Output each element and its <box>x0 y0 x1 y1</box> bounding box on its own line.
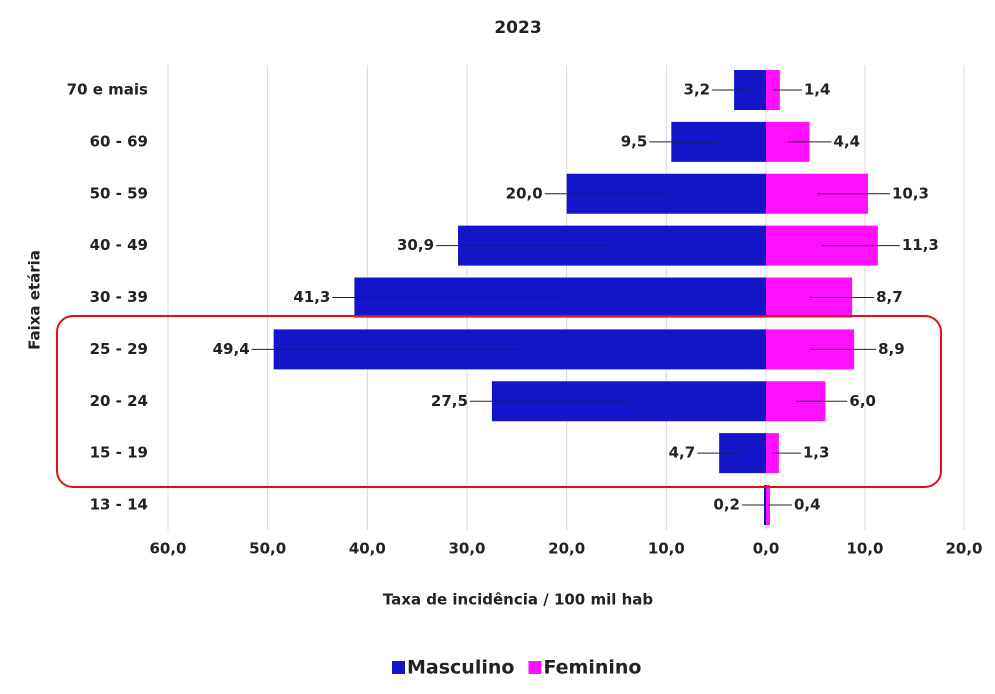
value-label: 8,7 <box>876 288 903 306</box>
y-tick-label: 20 - 24 <box>90 392 148 410</box>
y-tick-label: 30 - 39 <box>90 288 148 306</box>
y-tick-label: 50 - 59 <box>90 184 148 202</box>
value-label: 0,4 <box>794 496 821 514</box>
y-tick-label: 40 - 49 <box>90 236 148 254</box>
value-label: 9,5 <box>621 132 648 150</box>
x-tick-label: 10,0 <box>846 540 883 558</box>
value-label: 41,3 <box>293 288 330 306</box>
x-tick-label: 30,0 <box>448 540 485 558</box>
value-label: 1,3 <box>803 444 830 462</box>
x-tick-label: 10,0 <box>648 540 685 558</box>
x-axis-title: Taxa de incidência / 100 mil hab <box>383 591 654 609</box>
x-tick-label: 20,0 <box>548 540 585 558</box>
value-label: 3,2 <box>684 81 711 99</box>
value-label: 1,4 <box>804 81 831 99</box>
legend-swatch <box>392 661 405 674</box>
legend-label: Masculino <box>407 657 514 679</box>
y-tick-label: 13 - 14 <box>90 496 148 514</box>
legend-swatch <box>528 661 542 674</box>
value-label: 0,2 <box>713 496 740 514</box>
value-label: 8,9 <box>878 340 905 358</box>
value-label: 20,0 <box>506 184 543 202</box>
legend-label: Feminino <box>543 657 641 679</box>
value-label: 10,3 <box>892 184 929 202</box>
value-label: 30,9 <box>397 236 434 254</box>
y-axis-title: Faixa etária <box>26 250 44 350</box>
value-label: 6,0 <box>849 392 876 410</box>
x-tick-label: 0,0 <box>753 540 780 558</box>
x-tick-label: 40,0 <box>349 540 386 558</box>
y-tick-label: 25 - 29 <box>90 340 148 358</box>
value-label: 11,3 <box>902 236 939 254</box>
value-label: 27,5 <box>431 392 468 410</box>
highlight-box <box>56 315 942 488</box>
value-label: 49,4 <box>213 340 250 358</box>
value-label: 4,7 <box>669 444 696 462</box>
y-tick-label: 60 - 69 <box>90 132 148 150</box>
x-tick-label: 60,0 <box>149 540 186 558</box>
value-label: 4,4 <box>834 132 861 150</box>
x-tick-label: 50,0 <box>249 540 286 558</box>
y-tick-label: 15 - 19 <box>90 444 148 462</box>
y-tick-label: 70 e mais <box>67 81 148 99</box>
chart-title: 2023 <box>494 18 541 38</box>
x-tick-label: 20,0 <box>945 540 982 558</box>
